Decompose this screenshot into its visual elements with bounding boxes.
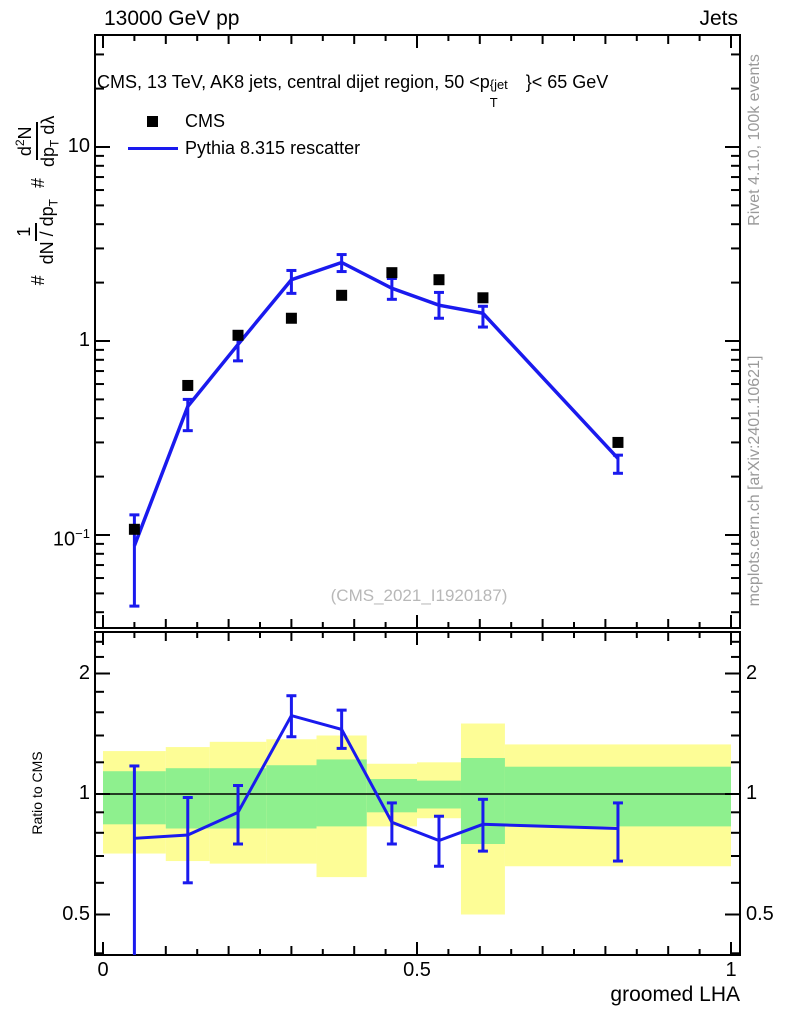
ratio-y-tick-label-right: 1 (746, 782, 758, 804)
x-axis-label: groomed LHA (610, 983, 740, 1006)
mcplots-arxiv-note: mcplots.cern.ch [arXiv:2401.10621] (746, 355, 763, 607)
ratio-uncertainty-bands (103, 723, 731, 915)
main-y-tick-label: 10 (67, 135, 90, 157)
pythia-line-icon (128, 147, 178, 150)
ratio-y-tick-label-right: 2 (746, 661, 758, 684)
cms-data-point (128, 523, 140, 535)
cms-square-icon (147, 116, 158, 127)
green-band-bin (316, 759, 367, 827)
ratio-curve (134, 713, 619, 843)
cms-data-point (285, 312, 297, 324)
main-y-tick-label: 1 (78, 329, 90, 351)
legend-item-label: CMS (185, 111, 225, 131)
plot-annotation: CMS, 13 TeV, AK8 jets, central dijet reg… (97, 72, 609, 111)
watermark: (CMS_2021_I1920187) (330, 586, 508, 605)
ratio-y-tick-label: 2 (78, 661, 90, 684)
analysis-group-title: Jets (699, 7, 738, 30)
pythia-curve (132, 260, 620, 547)
cms-data-point (477, 292, 489, 304)
x-tick-label: 1 (725, 959, 737, 981)
ratio-y-tick-label: 1 (78, 782, 90, 804)
cms-data-point (386, 267, 398, 279)
cms-data-point (232, 329, 244, 341)
green-band-bin (266, 765, 317, 829)
ratio-y-tick-label: 0.5 (62, 902, 90, 925)
fraction-1: 1 dN / dpT (14, 199, 61, 265)
main-y-axis-label: # 1 dN / dpT # d2N dpT dλ (0, 35, 76, 355)
ratio-y-tick-label-right: 0.5 (746, 902, 774, 925)
main-y-tick-label: 10−1 (52, 526, 90, 551)
beam-title: 13000 GeV pp (104, 7, 240, 30)
cms-data-point (612, 436, 624, 448)
axis-ticks (95, 35, 740, 955)
legend-item-label: Pythia 8.315 rescatter (185, 138, 361, 158)
x-tick-label: 0 (97, 959, 109, 981)
cms-data-point (182, 379, 194, 391)
x-tick-label: 0.5 (403, 959, 431, 981)
main-panel-data (128, 253, 624, 608)
rivet-version-note: Rivet 4.1.0, 100k events (746, 54, 763, 226)
ratio-panel-data (129, 694, 623, 955)
cms-data-point (433, 274, 445, 286)
cms-data-point (336, 289, 348, 301)
